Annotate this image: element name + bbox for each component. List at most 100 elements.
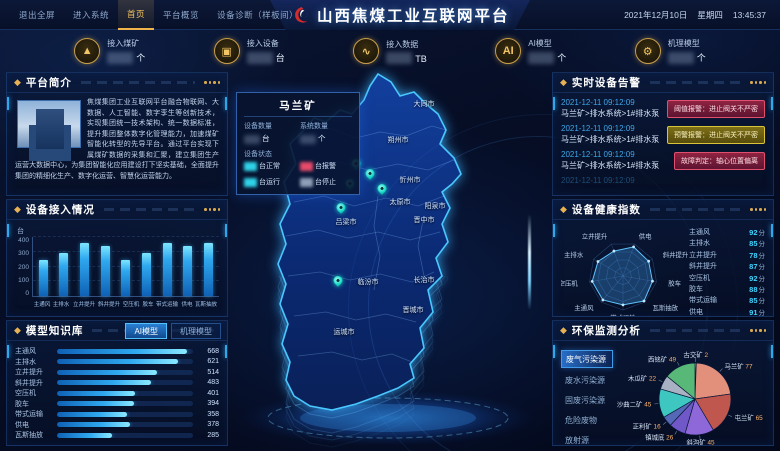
x-tick: 带式运输 — [156, 302, 179, 308]
row-value: 483 — [207, 379, 219, 387]
env-menu-item-3[interactable]: 危险废物 — [565, 415, 597, 425]
panel-env-monitoring: ◆ 环保监测分析 废气污染源 废水污染源 固废污染源 危险废物 放射源 古交矿 2 马兰矿… — [552, 320, 774, 446]
panel-badge-icon: ◆ — [560, 77, 567, 87]
env-menu-item-4[interactable]: 放射源 — [565, 435, 589, 445]
panel-title: 设备健康指数 — [571, 204, 641, 216]
alert-info: 2021-12-11 09:12:09 — [561, 176, 635, 186]
y-tick: 100 — [18, 276, 29, 284]
alert-row[interactable]: 2021-12-11 09:12:09 — [561, 176, 765, 186]
pie-slice-马兰矿[interactable] — [694, 362, 731, 400]
stat-label: AI模型 — [528, 39, 552, 48]
env-menu-item-2[interactable]: 固废污染源 — [565, 395, 605, 405]
alert-row[interactable]: 2021-12-11 09:12:09 马兰矿>排水系统>1#排水泵 阈值报警：进止… — [561, 98, 765, 119]
bar-空压机[interactable] — [121, 259, 131, 296]
stat-unit: 个 — [696, 53, 706, 63]
health-score: 92分 — [749, 228, 765, 237]
bar-主通风[interactable] — [38, 259, 48, 296]
pie-slice-西铭矿[interactable] — [666, 362, 696, 400]
bar-fill[interactable] — [57, 422, 131, 428]
knowledge-row: 主排水 621 — [15, 357, 219, 368]
svg-text:主排水: 主排水 — [564, 250, 584, 259]
panel-model-knowledge: ◆ 模型知识库 AI模型 机理模型 主通风 668 主排水 621 立井提升 514 斜井提升… — [6, 320, 228, 446]
stat-1: ▣ 接入设备台 — [213, 38, 285, 64]
bar-fill[interactable] — [57, 401, 134, 407]
nav-item-1[interactable]: 进入系统 — [73, 10, 110, 20]
pie-slice-屯兰矿[interactable] — [694, 393, 732, 431]
bar-斜井提升[interactable] — [100, 245, 110, 296]
knowledge-row: 空压机 401 — [15, 388, 219, 399]
field-unit: 台 — [262, 134, 270, 143]
field-unit: 个 — [318, 134, 326, 143]
bar-胶车[interactable] — [142, 252, 152, 296]
bar-fill[interactable] — [57, 411, 127, 417]
row-value: 514 — [207, 368, 219, 376]
mine-tooltip[interactable]: 马兰矿 设备数量台系统数量个设备状态 台正常 台报警 台运行 台停止 — [236, 92, 360, 195]
data-icon: ∿ — [353, 38, 380, 64]
x-tick: 瓦斯抽放 — [195, 302, 218, 308]
stat-value: 台 — [246, 51, 285, 64]
mine-icon: ▲ — [74, 38, 101, 64]
row-label: 带式运输 — [15, 411, 43, 419]
city-label-阳泉市: 阳泉市 — [424, 203, 446, 210]
bar-立井提升[interactable] — [80, 242, 90, 296]
row-label: 供电 — [15, 421, 29, 429]
panel-health-index: ◆ 设备健康指数 立井提升供电斜井提升胶车瓦斯抽放带式运输主通风空压机主排水 主… — [552, 199, 774, 317]
svg-text:空压机: 空压机 — [561, 278, 578, 287]
bar-fill[interactable] — [57, 369, 157, 375]
stat-unit: 个 — [136, 53, 146, 63]
tab-0[interactable]: AI模型 — [125, 323, 167, 339]
bars — [33, 237, 219, 296]
gridline — [33, 236, 219, 237]
stat-unit: 个 — [557, 53, 567, 63]
time-label: 13:45:37 — [732, 10, 766, 20]
panel-title: 平台简介 — [25, 77, 72, 89]
nav-item-2[interactable]: 首页 — [118, 0, 155, 30]
alert-row[interactable]: 2021-12-11 09:12:09 马兰矿>排水系统>1#排水泵 故障判定：轴心… — [561, 150, 765, 171]
tab-1[interactable]: 机理模型 — [171, 323, 221, 339]
brand: 山西焦煤工业互联网平台 — [292, 0, 510, 30]
env-pie-chart: 古交矿 2 马兰矿 77 屯兰矿 65 斜沟矿 45 镇城底 26 正利矿 16 沙曲二矿 … — [615, 346, 765, 445]
panel-badge-icon: ◆ — [560, 204, 567, 214]
bar-主排水[interactable] — [59, 252, 69, 296]
svg-text:沙曲二矿 45: 沙曲二矿 45 — [617, 399, 652, 408]
bar-供电[interactable] — [183, 245, 193, 296]
bar-track — [57, 401, 193, 407]
chart-wrap: 400 300 200 100 0 — [15, 236, 219, 297]
model-knowledge-hbar-chart: 主通风 668 主排水 621 立井提升 514 斜井提升 483 空压机 401 胶车 394 带式运… — [7, 341, 227, 445]
nav-item-4[interactable]: 设备诊断（样板间） — [217, 10, 299, 20]
light-streak — [528, 214, 531, 310]
alert-row[interactable]: 2021-12-11 09:12:09 马兰矿>排水系统>1#排水泵 预警报警：进止… — [561, 124, 765, 145]
nav-item-0[interactable]: 退出全屏 — [19, 10, 56, 20]
header-dots — [204, 208, 220, 211]
field-value: 个 — [300, 133, 352, 144]
bar-瓦斯抽放[interactable] — [204, 242, 214, 296]
x-tick: 胶车 — [142, 302, 154, 308]
bar-fill[interactable] — [57, 380, 151, 386]
alert-info: 2021-12-11 09:12:09 马兰矿>排水系统>1#排水泵 — [561, 98, 659, 119]
health-row: 主通风 92分 — [689, 227, 765, 237]
env-menu-item-0[interactable]: 废气污染源 — [561, 350, 613, 368]
env-menu-item-1[interactable]: 废水污染源 — [565, 375, 605, 385]
city-label-晋城市: 晋城市 — [402, 307, 424, 314]
panel-title: 模型知识库 — [25, 325, 84, 337]
bar-fill[interactable] — [57, 359, 178, 365]
datetime: 2021年12月10日 星期四 13:45:37 — [624, 0, 766, 30]
x-tick: 供电 — [181, 302, 193, 308]
alert-device-path: 马兰矿>排水系统>1#排水泵 — [561, 135, 660, 144]
row-value: 378 — [207, 421, 219, 429]
bar-fill[interactable] — [57, 348, 187, 354]
stat-label: 接入煤矿 — [107, 39, 140, 48]
health-row: 空压机 92分 — [689, 273, 765, 283]
alert-badge: 预警报警：进止阀关不严密 — [667, 125, 765, 144]
nav-item-3[interactable]: 平台概览 — [163, 10, 200, 20]
env-category-menu: 废气污染源废水污染源固废污染源危险废物放射源 — [561, 346, 613, 445]
header-deco — [649, 329, 741, 332]
status-title: 设备状态 — [244, 151, 272, 158]
panel-platform-intro: ◆ 平台简介 焦煤集团工业互联网平台融合物联网、大数据、人工智能、数字孪生等创新… — [6, 72, 228, 196]
bar-带式运输[interactable] — [162, 242, 172, 296]
bar-fill[interactable] — [57, 390, 135, 396]
stat-text: 接入煤矿个 — [107, 38, 145, 64]
redacted-status-value — [300, 162, 313, 171]
bar-fill[interactable] — [57, 432, 113, 438]
x-axis: 主通风 主排水 立井提升 斜井提升 空压机 胶车 带式运输 供电 瓦斯抽放 — [32, 299, 219, 308]
